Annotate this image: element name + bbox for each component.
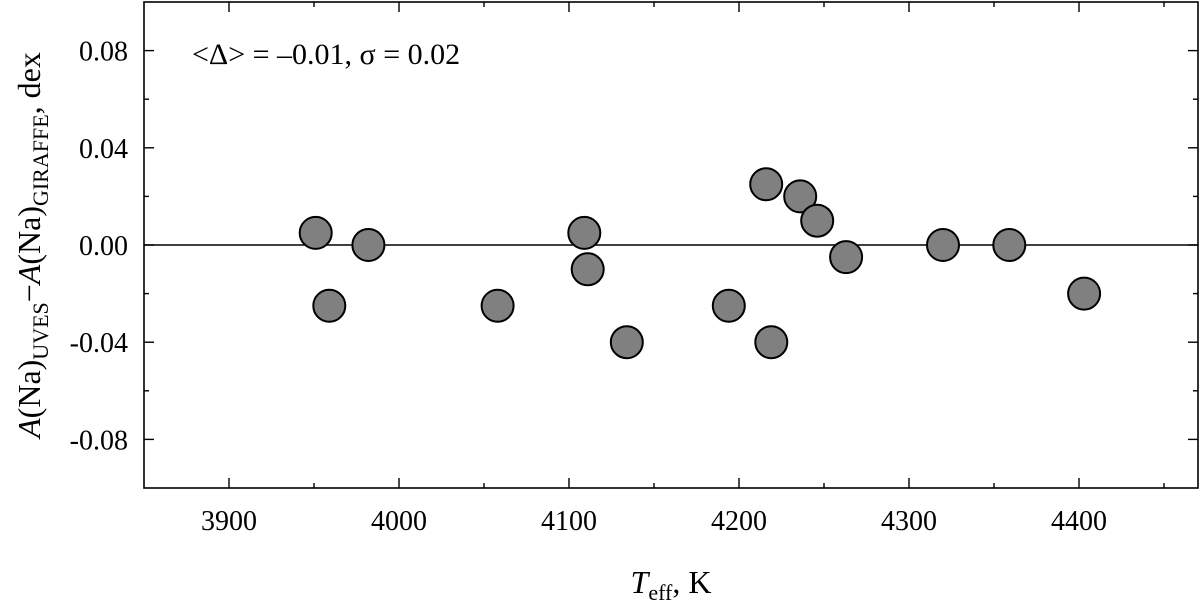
x-axis-title-sub: eff (648, 580, 673, 605)
data-point (992, 228, 1027, 262)
y-tick-labels: 0.08 0.04 0.00 -0.04 -0.08 (70, 37, 128, 457)
y-axis-title-na2: (Na) (11, 206, 47, 265)
y-axis-title-uves: UVES (28, 302, 53, 359)
x-axis-title-suffix: , K (672, 564, 711, 600)
x-tick-label: 4300 (881, 506, 937, 537)
y-axis-title-na1: (Na) (11, 360, 47, 419)
data-point (609, 325, 644, 360)
data-point (711, 288, 746, 323)
y-axis-title-minus: − (11, 284, 47, 302)
data-point (567, 215, 602, 250)
y-tick-label: 0.04 (79, 134, 128, 165)
y-tick-label: 0.08 (79, 37, 128, 68)
data-points (298, 167, 1102, 360)
y-axis-title-giraffe: GIRAFFE (28, 114, 53, 206)
x-tick-label: 4000 (371, 506, 427, 537)
data-point (480, 288, 515, 323)
x-axis-title: Teff, K (631, 564, 712, 605)
data-point (298, 215, 333, 250)
data-point (570, 252, 605, 287)
x-tick-label: 4400 (1051, 506, 1107, 537)
x-tick-label: 4100 (541, 506, 597, 537)
y-tick-label: -0.08 (70, 425, 128, 456)
data-point (800, 203, 835, 238)
stats-annotation: <Δ> = –0.01, σ = 0.02 (192, 38, 460, 71)
axis-ticks (144, 2, 1198, 488)
x-tick-label: 3900 (201, 506, 257, 537)
y-axis-title-a2: A (11, 264, 47, 286)
data-point (754, 325, 789, 360)
data-point (312, 288, 347, 323)
x-tick-label: 4200 (711, 506, 767, 537)
y-tick-label: -0.04 (70, 328, 128, 359)
x-axis-title-main: T (631, 564, 651, 600)
x-tick-labels: 3900 4000 4100 4200 4300 4400 (201, 506, 1107, 537)
y-tick-label: 0.00 (79, 231, 128, 262)
data-point (749, 167, 784, 202)
data-point (783, 179, 818, 214)
y-axis-title-dex: , dex (11, 52, 47, 114)
y-axis-title-a1: A (11, 418, 47, 440)
y-axis-title: A(Na)UVES−A(Na)GIRAFFE, dex (11, 52, 53, 440)
data-point (926, 228, 960, 262)
data-point (829, 240, 864, 275)
data-point (351, 228, 386, 262)
data-point (1067, 276, 1102, 311)
